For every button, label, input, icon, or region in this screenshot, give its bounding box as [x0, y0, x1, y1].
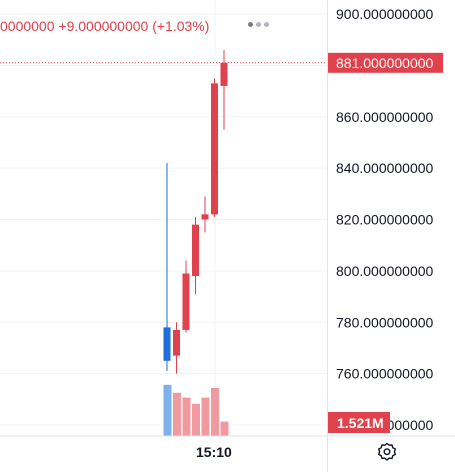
- legend-more-icon[interactable]: [248, 14, 272, 30]
- candle-body: [220, 62, 228, 86]
- candle: [211, 78, 218, 217]
- volume-badge: [328, 412, 390, 433]
- current-price-label: 881.000000000: [336, 55, 434, 71]
- price-tick-label: 900.000000000: [336, 6, 434, 22]
- settings-gear-icon[interactable]: [376, 441, 398, 463]
- volume-badge-label: 1.521M: [337, 415, 384, 431]
- price-tick-label: 840.000000000: [336, 160, 434, 176]
- candle-body: [192, 224, 199, 277]
- candle-body: [211, 83, 218, 215]
- candle-body: [182, 273, 190, 330]
- price-tick-label: 760.000000000: [336, 366, 434, 382]
- volume-bars: [163, 384, 229, 436]
- axis-badges: 881.000000000 1.521M: [328, 52, 443, 433]
- price-tick-label: 800.000000000: [336, 263, 434, 279]
- candle: [201, 196, 209, 233]
- price-tick-label: 820.000000000: [336, 212, 434, 228]
- volume-bar: [211, 388, 219, 436]
- volume-bar: [182, 397, 191, 436]
- time-axis-label: 15:10: [196, 444, 232, 460]
- candle-body: [201, 214, 209, 220]
- candle: [192, 216, 199, 294]
- volume-bar: [220, 421, 229, 436]
- candle: [163, 162, 171, 372]
- volume-bar: [192, 404, 200, 436]
- price-tick-label: 780.000000000: [336, 314, 434, 330]
- price-change-legend: 0000000 +9.000000000 (+1.03%): [0, 18, 210, 34]
- candles: [163, 49, 228, 374]
- candle: [220, 49, 228, 130]
- grid-lines: [0, 0, 327, 436]
- candle-body: [163, 327, 171, 361]
- candle: [173, 322, 180, 374]
- candle: [182, 260, 190, 333]
- volume-bar: [201, 397, 210, 436]
- current-price-badge: [328, 52, 443, 73]
- volume-bar: [163, 384, 172, 436]
- candle-body: [173, 329, 180, 356]
- price-tick-label: 860.000000000: [336, 109, 434, 125]
- volume-bar: [173, 392, 181, 436]
